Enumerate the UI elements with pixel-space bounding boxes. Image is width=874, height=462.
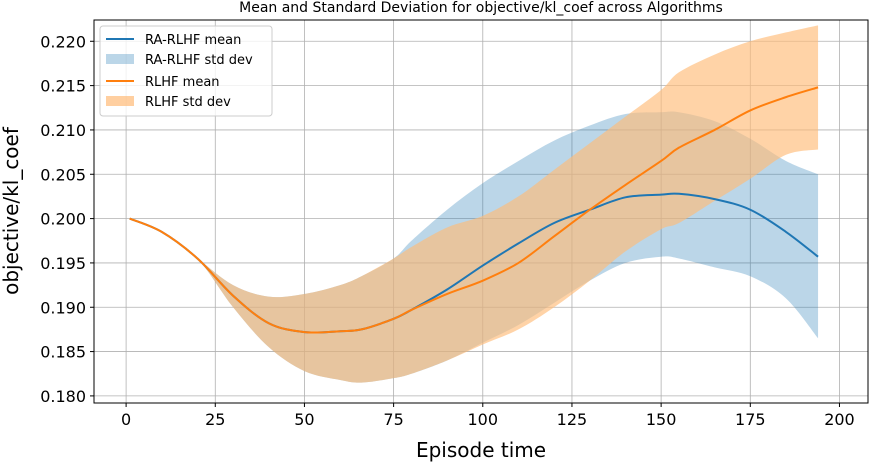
legend-swatch-rlhf-std [106,96,134,106]
legend-label-ra-rlhf-mean: RA-RLHF mean [145,33,241,48]
y-tick-label: 0.200 [40,210,86,229]
y-tick-label: 0.185 [40,343,86,362]
y-tick-label: 0.205 [40,165,86,184]
y-tick-label: 0.215 [40,77,86,96]
rlhf-mean-line [129,86,819,334]
line-layer [129,86,819,334]
x-tick-label: 175 [735,410,766,429]
x-tick-label: 50 [294,410,314,429]
x-tick-label: 100 [468,410,499,429]
chart-title: Mean and Standard Deviation for objectiv… [239,0,723,16]
x-axis-label: Episode time [416,438,546,462]
x-tick-label: 25 [205,410,225,429]
legend: RA-RLHF mean RA-RLHF std dev RLHF mean R… [99,25,273,117]
rlhf-std-band [129,25,819,383]
y-tick-label: 0.220 [40,32,86,51]
x-tick-label: 200 [824,410,855,429]
band-layer [129,25,819,383]
y-tick-label: 0.195 [40,254,86,273]
legend-label-rlhf-std: RLHF std dev [145,95,231,110]
legend-label-ra-rlhf-std: RA-RLHF std dev [145,53,253,68]
y-tick-label: 0.190 [40,298,86,317]
x-tick-label: 0 [121,410,131,429]
legend-swatch-ra-rlhf-std [106,54,134,64]
x-tick-label: 150 [646,410,677,429]
y-axis-label: objective/kl_coef [0,126,23,295]
y-tick-label: 0.210 [40,121,86,140]
legend-label-rlhf-mean: RLHF mean [145,75,220,90]
legend-box [99,25,273,117]
x-tick-label: 75 [383,410,403,429]
y-tick-layer: 0.180 0.185 0.190 0.195 0.200 0.205 0.210 0.215… [40,32,94,406]
plot-frame [93,19,869,404]
y-tick-label: 0.180 [40,387,86,406]
x-tick-layer: 0 25 50 75 100 125 150 175 200 [121,403,855,429]
x-tick-label: 125 [557,410,588,429]
